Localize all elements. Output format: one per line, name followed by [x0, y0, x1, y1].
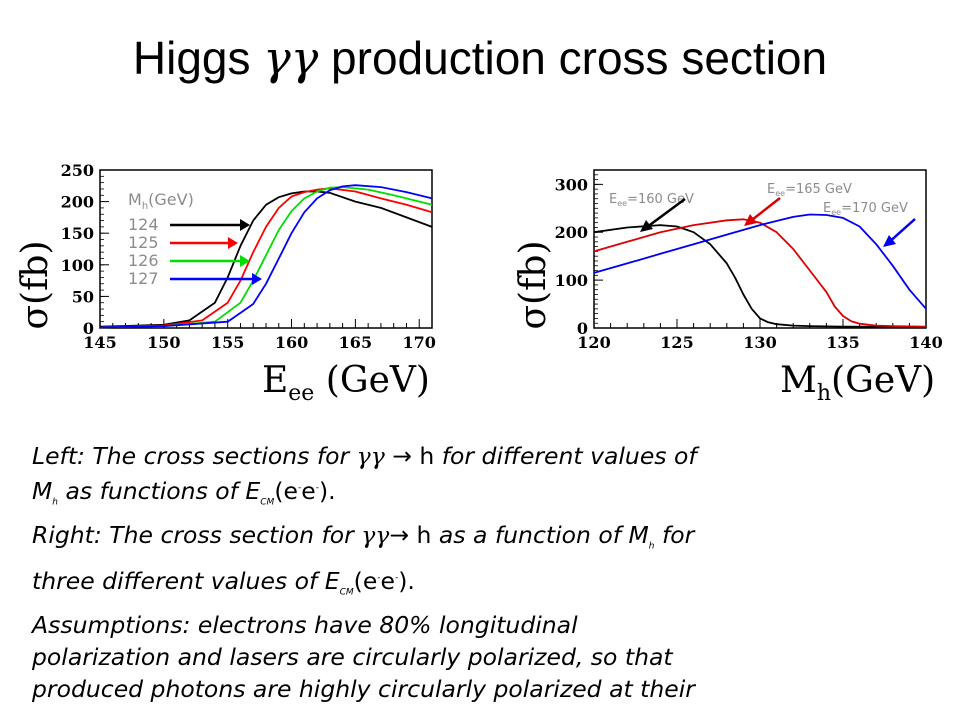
- left-x-tick-label: 155: [211, 333, 244, 352]
- left-x-tick-label: 145: [83, 333, 116, 352]
- right-x-axis-label: Mh(GeV): [780, 360, 935, 406]
- caption-line-6: polarization and lasers are circularly p…: [32, 642, 673, 671]
- left-legend-label-125: 125: [128, 233, 159, 252]
- right-x-tick-label: 130: [743, 333, 776, 352]
- right-x-tick-label: 140: [909, 333, 942, 352]
- left-x-tick-label: 150: [147, 333, 180, 352]
- right-y-tick-label: 200: [555, 223, 588, 242]
- title-suffix: production cross section: [318, 32, 828, 84]
- left-y-tick-label: 200: [61, 193, 94, 212]
- left-legend-arrowhead-124: [240, 219, 250, 231]
- left-y-tick-label: 250: [61, 161, 94, 180]
- left-series-0: [99, 190, 433, 328]
- annotation-170: Eee=170 GeV: [823, 201, 908, 217]
- caption-line-3: Right: The cross section for γγ→ h as a …: [32, 520, 695, 552]
- title-prefix: Higgs: [132, 32, 264, 84]
- left-x-tick-label: 170: [403, 333, 436, 352]
- annotation-160: Eee=160 GeV: [609, 192, 694, 208]
- left-legend-title-sub: h: [142, 201, 148, 212]
- arrow-170-head: [883, 235, 896, 247]
- right-series-0: [593, 224, 927, 328]
- caption-line-5: Assumptions: electrons have 80% longitud…: [32, 610, 578, 639]
- left-legend-label-124: 124: [128, 215, 159, 234]
- annotation-165: Eee=165 GeV: [767, 182, 852, 198]
- left-x-label-sub: ee: [288, 381, 314, 406]
- left-y-tick-label: 0: [83, 319, 94, 338]
- right-curves: [593, 213, 927, 328]
- left-legend-arrowhead-125: [228, 237, 238, 249]
- left-legend-arrowhead-126: [240, 255, 250, 267]
- left-legend-label-126: 126: [128, 251, 159, 270]
- caption-line-7: produced photons are highly circularly p…: [32, 674, 695, 703]
- caption-line-1: Left: The cross sections for γγ → h for …: [32, 442, 697, 470]
- left-series-1: [99, 187, 433, 329]
- caption-line-2: Mh as functions of ECM(e-e-).: [32, 476, 336, 508]
- right-x-tick-label: 120: [577, 333, 610, 352]
- left-series-3: [99, 184, 433, 329]
- left-legend-title-unit: (GeV): [148, 190, 194, 209]
- left-legend-title: Mh(GeV): [128, 190, 194, 212]
- left-y-axis-label: σ(fb): [15, 240, 56, 329]
- left-x-label-main: E: [262, 360, 288, 401]
- right-x-label-main: M: [780, 360, 817, 401]
- slide-title: Higgs γγ production cross section: [0, 28, 960, 88]
- right-axes: 120 125 130 135 140 0 100 200 300: [555, 169, 943, 352]
- left-y-tick-label: 150: [61, 224, 94, 243]
- right-series-2: [593, 213, 927, 310]
- left-legend-title-main: M: [128, 190, 142, 209]
- title-gamma: γγ: [263, 31, 319, 85]
- right-series-1: [593, 218, 927, 328]
- right-x-tick-label: 125: [660, 333, 693, 352]
- left-legend-label-127: 127: [128, 269, 159, 288]
- right-x-label-unit: (GeV): [831, 360, 935, 401]
- left-axes: 145 150 155 160 165 170 0 50 100 150 200 250: [61, 161, 436, 352]
- right-y-tick-label: 300: [555, 175, 588, 194]
- left-x-label-unit: (GeV): [314, 360, 430, 401]
- left-x-tick-label: 165: [339, 333, 372, 352]
- left-curves: [99, 184, 433, 329]
- arrow-160: [642, 197, 686, 232]
- annotation-arrows: [640, 197, 916, 247]
- figure-caption: Left: The cross sections for γγ → h for …: [32, 440, 932, 705]
- left-y-tick-label: 50: [72, 287, 94, 306]
- right-x-tick-label: 135: [826, 333, 859, 352]
- arrow-160-head: [640, 220, 653, 232]
- left-x-tick-label: 160: [275, 333, 308, 352]
- right-x-label-sub: h: [817, 381, 831, 406]
- caption-line-4: three different values of ECM(e-e-).: [32, 567, 415, 598]
- left-y-tick-label: 100: [61, 256, 94, 275]
- right-y-tick-label: 0: [577, 319, 588, 338]
- left-series-2: [99, 186, 433, 329]
- right-y-tick-label: 100: [555, 271, 588, 290]
- left-x-axis-label: Eee (GeV): [262, 360, 430, 406]
- arrow-165-head: [744, 214, 757, 226]
- right-y-axis-label: σ(fb): [513, 240, 554, 329]
- left-legend-arrowhead-127: [252, 273, 262, 285]
